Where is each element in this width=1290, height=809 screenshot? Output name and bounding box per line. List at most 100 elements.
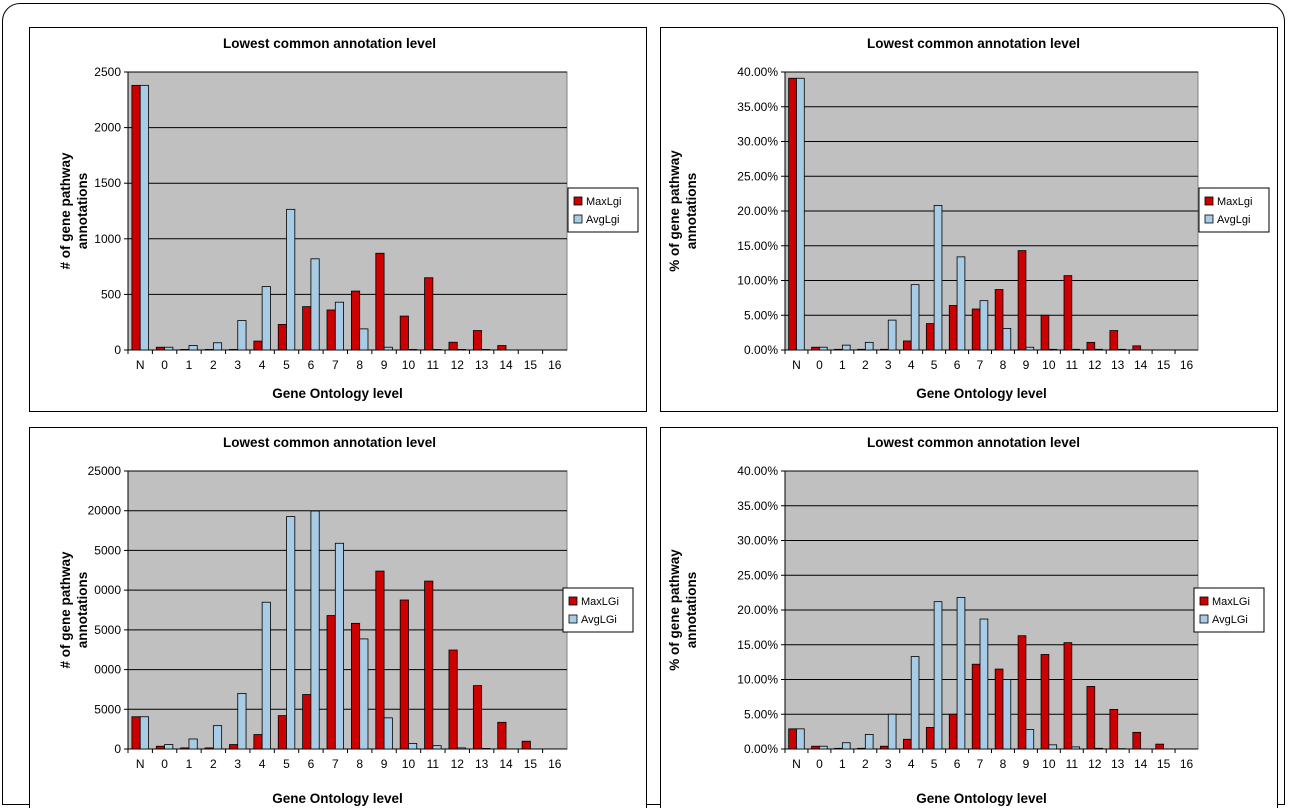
legend-label: MaxLGi bbox=[581, 596, 619, 608]
bar-maxlgi bbox=[473, 331, 481, 350]
bar-avglgi bbox=[1118, 349, 1126, 350]
y-axis-label-line: % of gene pathway bbox=[667, 549, 682, 671]
bar-maxlgi bbox=[926, 324, 934, 350]
x-tick-label: 16 bbox=[1180, 358, 1194, 372]
bar-maxlgi bbox=[278, 716, 286, 749]
x-tick-label: 8 bbox=[1000, 757, 1007, 771]
bar-avglgi bbox=[384, 718, 392, 749]
bar-maxlgi bbox=[425, 581, 433, 749]
bar-avglgi bbox=[238, 321, 246, 350]
bar-avglgi bbox=[384, 347, 392, 350]
bar-maxlgi bbox=[789, 729, 797, 749]
chart-svg: 0.00%5.00%10.00%15.00%20.00%25.00%30.00%… bbox=[661, 428, 1279, 809]
bar-avglgi bbox=[1003, 680, 1011, 750]
x-tick-label: 6 bbox=[954, 757, 961, 771]
bar-avglgi bbox=[796, 729, 804, 749]
x-tick-label: 0 bbox=[161, 757, 168, 771]
bar-maxlgi bbox=[376, 571, 384, 749]
y-tick-label: 20.00% bbox=[737, 204, 778, 218]
bar-avglgi bbox=[189, 739, 197, 749]
x-tick-label: 14 bbox=[499, 358, 513, 372]
y-tick-label: 15.00% bbox=[737, 239, 778, 253]
x-tick-label: 4 bbox=[259, 757, 266, 771]
x-tick-label: 9 bbox=[381, 757, 388, 771]
bar-avglgi bbox=[238, 693, 246, 749]
bar-maxlgi bbox=[1110, 709, 1118, 749]
bar-maxlgi bbox=[972, 664, 980, 749]
bar-avglgi bbox=[1003, 328, 1011, 350]
legend-label: MaxLGi bbox=[1212, 596, 1250, 608]
x-tick-label: 15 bbox=[524, 757, 538, 771]
y-tick-label: 2500 bbox=[94, 65, 121, 79]
bar-maxlgi bbox=[303, 307, 311, 350]
bar-maxlgi bbox=[812, 347, 820, 350]
bar-avglgi bbox=[1072, 747, 1080, 749]
x-tick-label: 16 bbox=[1180, 757, 1194, 771]
bar-maxlgi bbox=[972, 309, 980, 350]
bar-maxlgi bbox=[835, 748, 843, 749]
bar-maxlgi bbox=[254, 341, 262, 350]
y-tick-label: 30.00% bbox=[737, 135, 778, 149]
y-tick-label: 1000 bbox=[94, 232, 121, 246]
x-tick-label: 1 bbox=[186, 358, 193, 372]
x-tick-label: 13 bbox=[1111, 757, 1125, 771]
bar-avglgi bbox=[819, 746, 827, 749]
y-axis-label-line: # of gene pathway bbox=[58, 551, 73, 669]
bar-maxlgi bbox=[1110, 331, 1118, 350]
x-tick-label: 16 bbox=[548, 757, 562, 771]
bar-avglgi bbox=[213, 726, 221, 749]
x-tick-label: 14 bbox=[499, 757, 513, 771]
y-tick-label: 2000 bbox=[94, 121, 121, 135]
chart-title: Lowest common annotation level bbox=[223, 435, 436, 450]
x-tick-label: 7 bbox=[332, 757, 339, 771]
y-tick-label: 0000 bbox=[94, 583, 121, 597]
x-tick-label: 4 bbox=[908, 358, 915, 372]
x-tick-label: 12 bbox=[451, 757, 465, 771]
x-tick-label: 15 bbox=[1157, 358, 1171, 372]
bar-maxlgi bbox=[949, 306, 957, 350]
x-tick-label: 3 bbox=[885, 757, 892, 771]
bar-maxlgi bbox=[1087, 342, 1095, 350]
x-tick-label: 0 bbox=[816, 757, 823, 771]
bar-maxlgi bbox=[498, 346, 506, 350]
bar-avglgi bbox=[796, 78, 804, 350]
bar-maxlgi bbox=[1018, 251, 1026, 350]
x-tick-label: 5 bbox=[931, 358, 938, 372]
bar-maxlgi bbox=[498, 722, 506, 749]
bar-maxlgi bbox=[880, 349, 888, 350]
x-tick-label: 10 bbox=[1042, 358, 1056, 372]
legend-swatch-avglgi bbox=[574, 215, 582, 223]
x-axis-label: Gene Ontology level bbox=[272, 386, 403, 401]
y-tick-label: 10.00% bbox=[737, 274, 778, 288]
bar-maxlgi bbox=[1018, 636, 1026, 749]
chart-title: Lowest common annotation level bbox=[223, 36, 436, 51]
bar-maxlgi bbox=[1041, 315, 1049, 350]
bar-avglgi bbox=[819, 347, 827, 350]
legend-label: AvgLgi bbox=[1217, 214, 1250, 226]
x-tick-label: 9 bbox=[381, 358, 388, 372]
y-tick-label: 0000 bbox=[94, 663, 121, 677]
bar-avglgi bbox=[957, 597, 965, 749]
bar-maxlgi bbox=[1041, 654, 1049, 749]
chart-title: Lowest common annotation level bbox=[867, 36, 1080, 51]
bar-maxlgi bbox=[327, 616, 335, 749]
x-tick-label: 11 bbox=[427, 358, 440, 372]
bar-avglgi bbox=[408, 743, 416, 749]
x-tick-label: 15 bbox=[1157, 757, 1171, 771]
legend-swatch-maxlgi bbox=[574, 197, 582, 205]
x-tick-label: 9 bbox=[1023, 757, 1030, 771]
bar-avglgi bbox=[213, 343, 221, 350]
x-tick-label: 14 bbox=[1134, 358, 1148, 372]
x-axis-label: Gene Ontology level bbox=[916, 386, 1047, 401]
x-tick-label: 14 bbox=[1134, 757, 1148, 771]
y-tick-label: 25.00% bbox=[737, 169, 778, 183]
bar-maxlgi bbox=[926, 727, 934, 749]
x-tick-label: 8 bbox=[356, 358, 363, 372]
x-tick-label: 11 bbox=[427, 757, 440, 771]
bar-avglgi bbox=[842, 743, 850, 749]
bar-maxlgi bbox=[205, 748, 213, 749]
bar-maxlgi bbox=[278, 324, 286, 350]
